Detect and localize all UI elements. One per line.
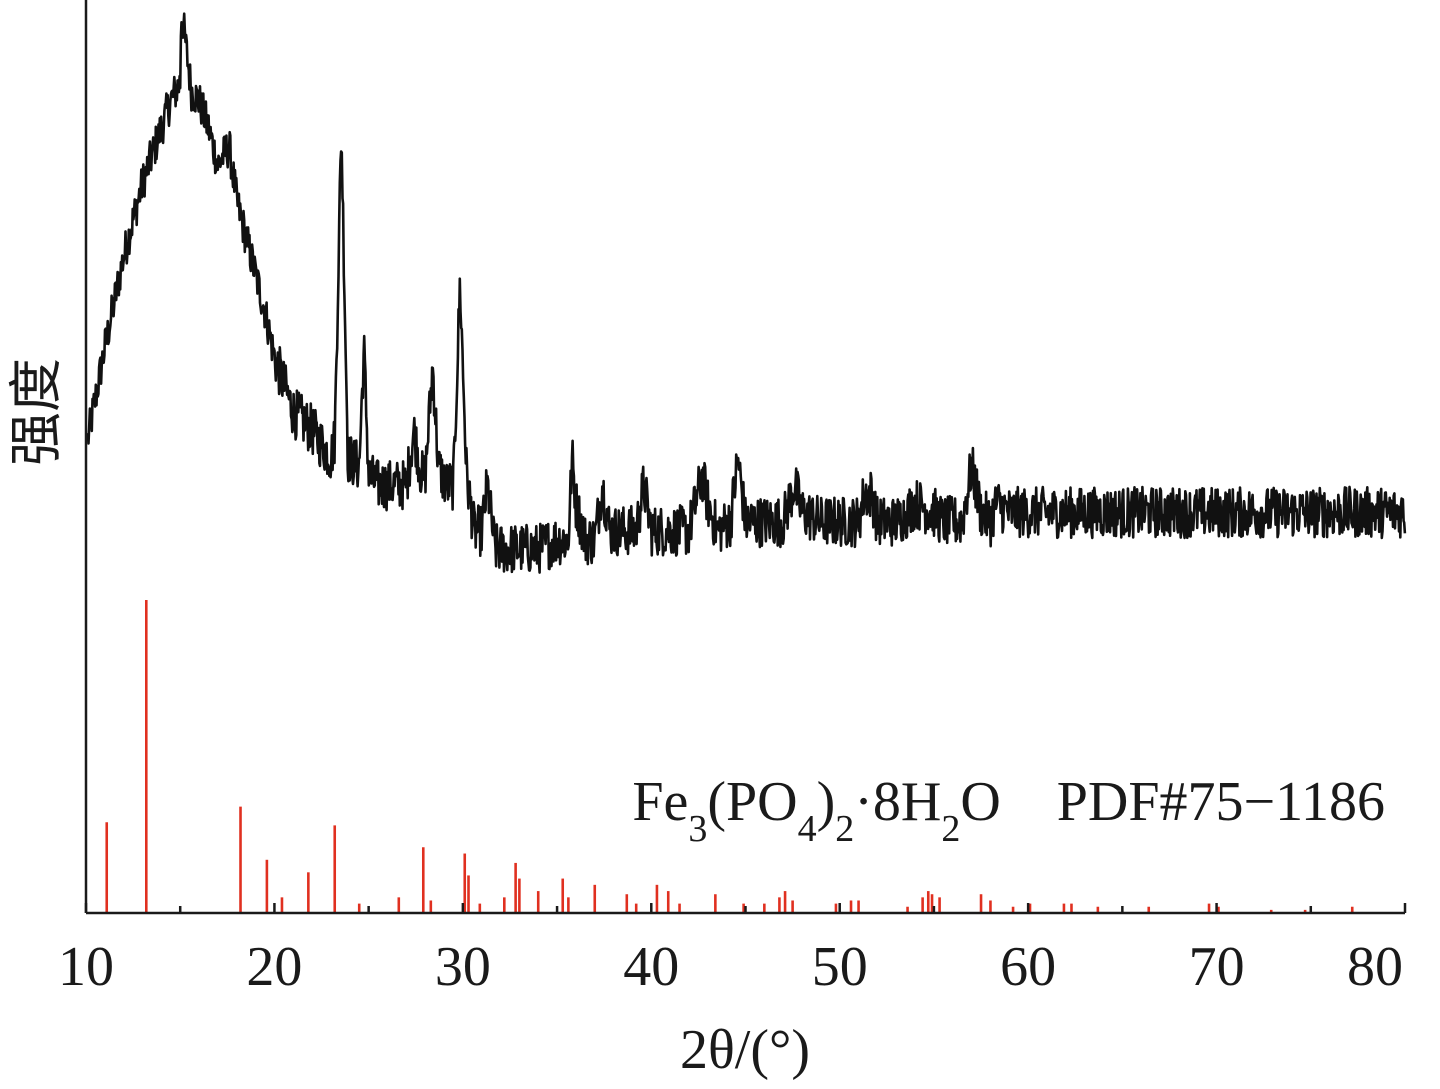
y-axis-title: 强度: [5, 358, 68, 466]
formula-text: Fe: [632, 771, 688, 833]
x-tick-label: 60: [1000, 936, 1056, 998]
x-tick-label: 10: [58, 936, 114, 998]
formula-subscript: 2: [941, 808, 960, 850]
x-tick-label: 30: [435, 936, 491, 998]
x-axis-title: 2θ/(°): [680, 1019, 810, 1081]
formula-text: ·8H: [854, 771, 941, 833]
reference-formula: Fe3(PO4)2·8H2O: [632, 771, 1000, 850]
reference-pdf-number: PDF#75−1186: [1057, 771, 1385, 833]
x-tick-label: 20: [246, 936, 302, 998]
x-tick-label: 70: [1189, 936, 1245, 998]
x-tick-label: 40: [623, 936, 679, 998]
reference-pattern: [105, 600, 1354, 913]
formula-text: ): [817, 771, 836, 833]
formula-subscript: 3: [688, 808, 707, 850]
formula-subscript: 2: [835, 808, 854, 850]
formula-subscript: 4: [798, 808, 817, 850]
measured-series-line: [86, 12, 1407, 574]
reference-label: Fe3(PO4)2·8H2O PDF#75−1186: [632, 771, 1385, 850]
measured-pattern: [86, 12, 1407, 574]
x-tick-label: 80: [1347, 936, 1403, 998]
x-axis-ticks: 10 20 30 40 50 60 70 80: [58, 903, 1407, 998]
formula-text: (PO: [707, 771, 797, 833]
x-tick-label: 50: [812, 936, 868, 998]
formula-text: O: [960, 771, 1000, 833]
